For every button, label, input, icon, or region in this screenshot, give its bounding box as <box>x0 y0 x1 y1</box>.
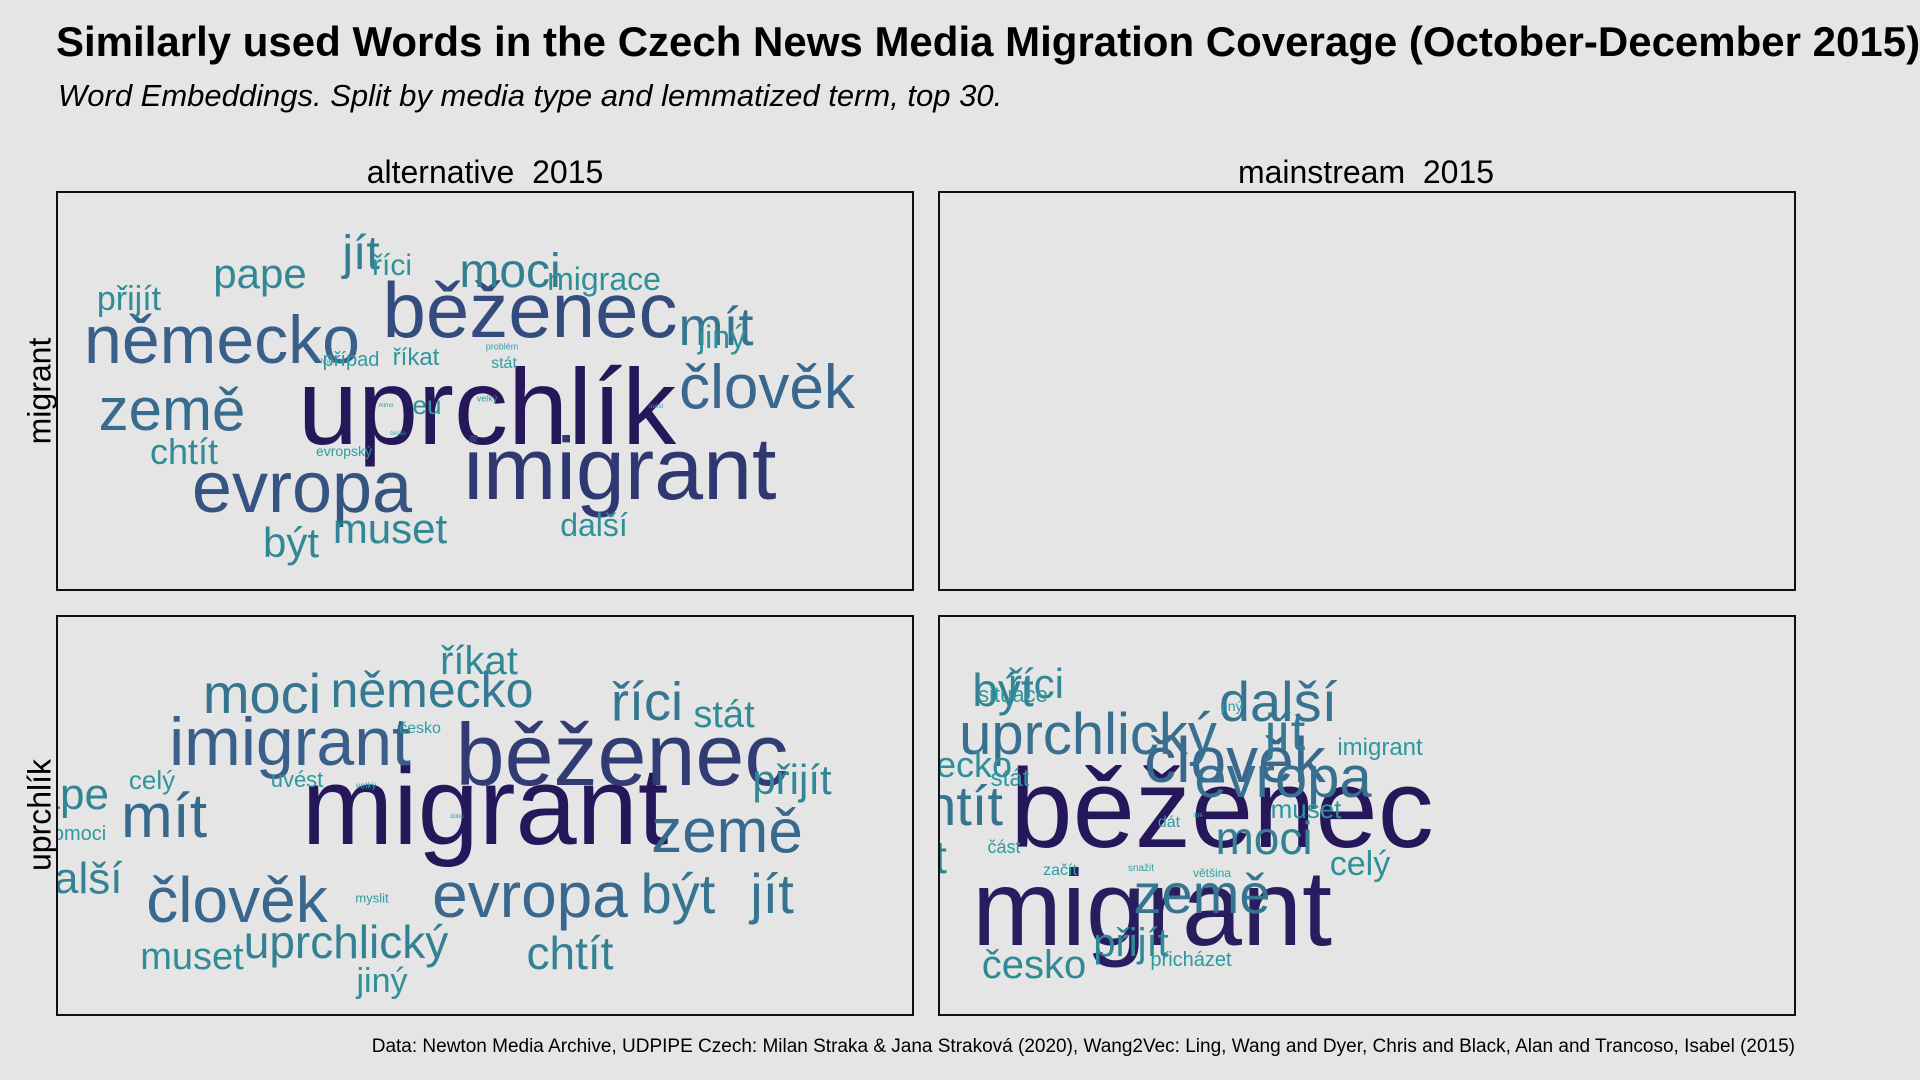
wordcloud-panel-alternative-uprchlik: migrant běženec imigrant evropa člověk mít zem… <box>56 615 914 1016</box>
word-eu: eu <box>413 392 442 418</box>
word-moci: moci <box>203 666 321 722</box>
word-rikat: říkat <box>393 346 440 370</box>
word-byt: být <box>641 866 716 922</box>
word-pape: pape <box>56 773 109 817</box>
word-migrace: migrace <box>547 263 661 295</box>
word-dalsi: další <box>560 509 628 541</box>
source-caption: Data: Newton Media Archive, UDPIPE Czech… <box>372 1036 1795 1058</box>
word-dat: dát <box>1158 815 1180 831</box>
word-lide: lidé <box>1193 813 1202 819</box>
word-pape: pape <box>213 253 306 295</box>
word-zeme: země <box>651 801 803 863</box>
word-mit: mít <box>938 834 947 880</box>
word-uvest: uvést <box>649 404 663 410</box>
wordcloud-panel-mainstream-uprchlik: běženec migrant člověk uprchlický evropa dalš… <box>938 615 1796 1016</box>
word-cast: část <box>987 838 1020 856</box>
word-byt: být <box>263 522 319 564</box>
page-subtitle: Word Embeddings. Split by media type and… <box>58 78 1002 114</box>
word-snazit: snažit <box>1128 864 1154 874</box>
word-stat: stát <box>991 767 1030 791</box>
word-moci: moci <box>459 248 560 296</box>
word-cesko: česko <box>982 945 1087 985</box>
word-rici: říci <box>611 675 683 729</box>
word-jit: jít <box>1265 707 1305 759</box>
word-evropsky: evropský <box>316 444 372 458</box>
column-label-alternative: alternative 2015 <box>367 154 604 191</box>
word-cesko: česko <box>390 431 406 437</box>
word-prichazet: přicházet <box>1150 950 1231 970</box>
word-stat: stát <box>693 696 754 734</box>
word-mit: mít <box>121 786 207 848</box>
word-jit: jít <box>750 866 794 922</box>
word-evropa: evropa <box>432 863 628 927</box>
word-prijit: přijít <box>752 759 831 801</box>
word-cely: celý <box>129 767 175 793</box>
word-jiny: jiný <box>356 964 407 998</box>
word-zacit: začít <box>1043 863 1077 879</box>
word-clovek: člověk <box>679 357 855 419</box>
wordcloud-panel-alternative-migrant: uprchlík imigrant běženec německo evropa člov… <box>56 191 914 591</box>
word-velky: velký <box>356 782 377 791</box>
word-stat: stát <box>491 356 517 372</box>
word-vetsina: většina <box>1193 867 1231 879</box>
word-pomoci: pomoci <box>56 824 106 844</box>
column-label-mainstream: mainstream 2015 <box>1238 154 1494 191</box>
word-dalsi: další <box>56 857 122 901</box>
word-uprchlicky: uprchlický <box>244 919 449 965</box>
wordcloud-panel-mainstream-migrant: běženecuprchlíkčlověkzeměevropapřicházet… <box>938 191 1796 591</box>
word-rici: říci <box>372 251 412 281</box>
word-chtit: chtít <box>150 434 218 470</box>
word-mimo: mimo <box>379 403 394 409</box>
word-chtit: chtít <box>527 930 614 976</box>
word-muset: muset <box>1271 796 1342 822</box>
word-prijit: přijít <box>97 282 161 316</box>
word-cesko: česko <box>399 721 441 737</box>
word-situace: situace <box>978 684 1048 706</box>
word-hranice: hranice <box>321 359 344 366</box>
word-problem: problém <box>486 343 519 352</box>
word-myslit: myslit <box>355 892 388 905</box>
word-muset: muset <box>333 508 447 550</box>
word-rikat: říkat <box>440 641 518 681</box>
word-jiny: jiný <box>1221 699 1242 713</box>
word-imigrant: imigrant <box>464 425 777 513</box>
word-cely: celý <box>1330 847 1390 881</box>
word-jiny: jiný <box>698 321 746 353</box>
page-title: Similarly used Words in the Czech News M… <box>56 18 1920 66</box>
row-label-migrant: migrant <box>22 338 59 445</box>
row-label-uprchlik: uprchlík <box>22 759 59 871</box>
word-velky: velký <box>477 395 498 404</box>
word-muset: muset <box>140 938 243 976</box>
word-imigrant: imigrant <box>1337 736 1422 760</box>
word-uvest: uvést <box>271 769 324 791</box>
word-dobu: dobu <box>450 814 463 820</box>
